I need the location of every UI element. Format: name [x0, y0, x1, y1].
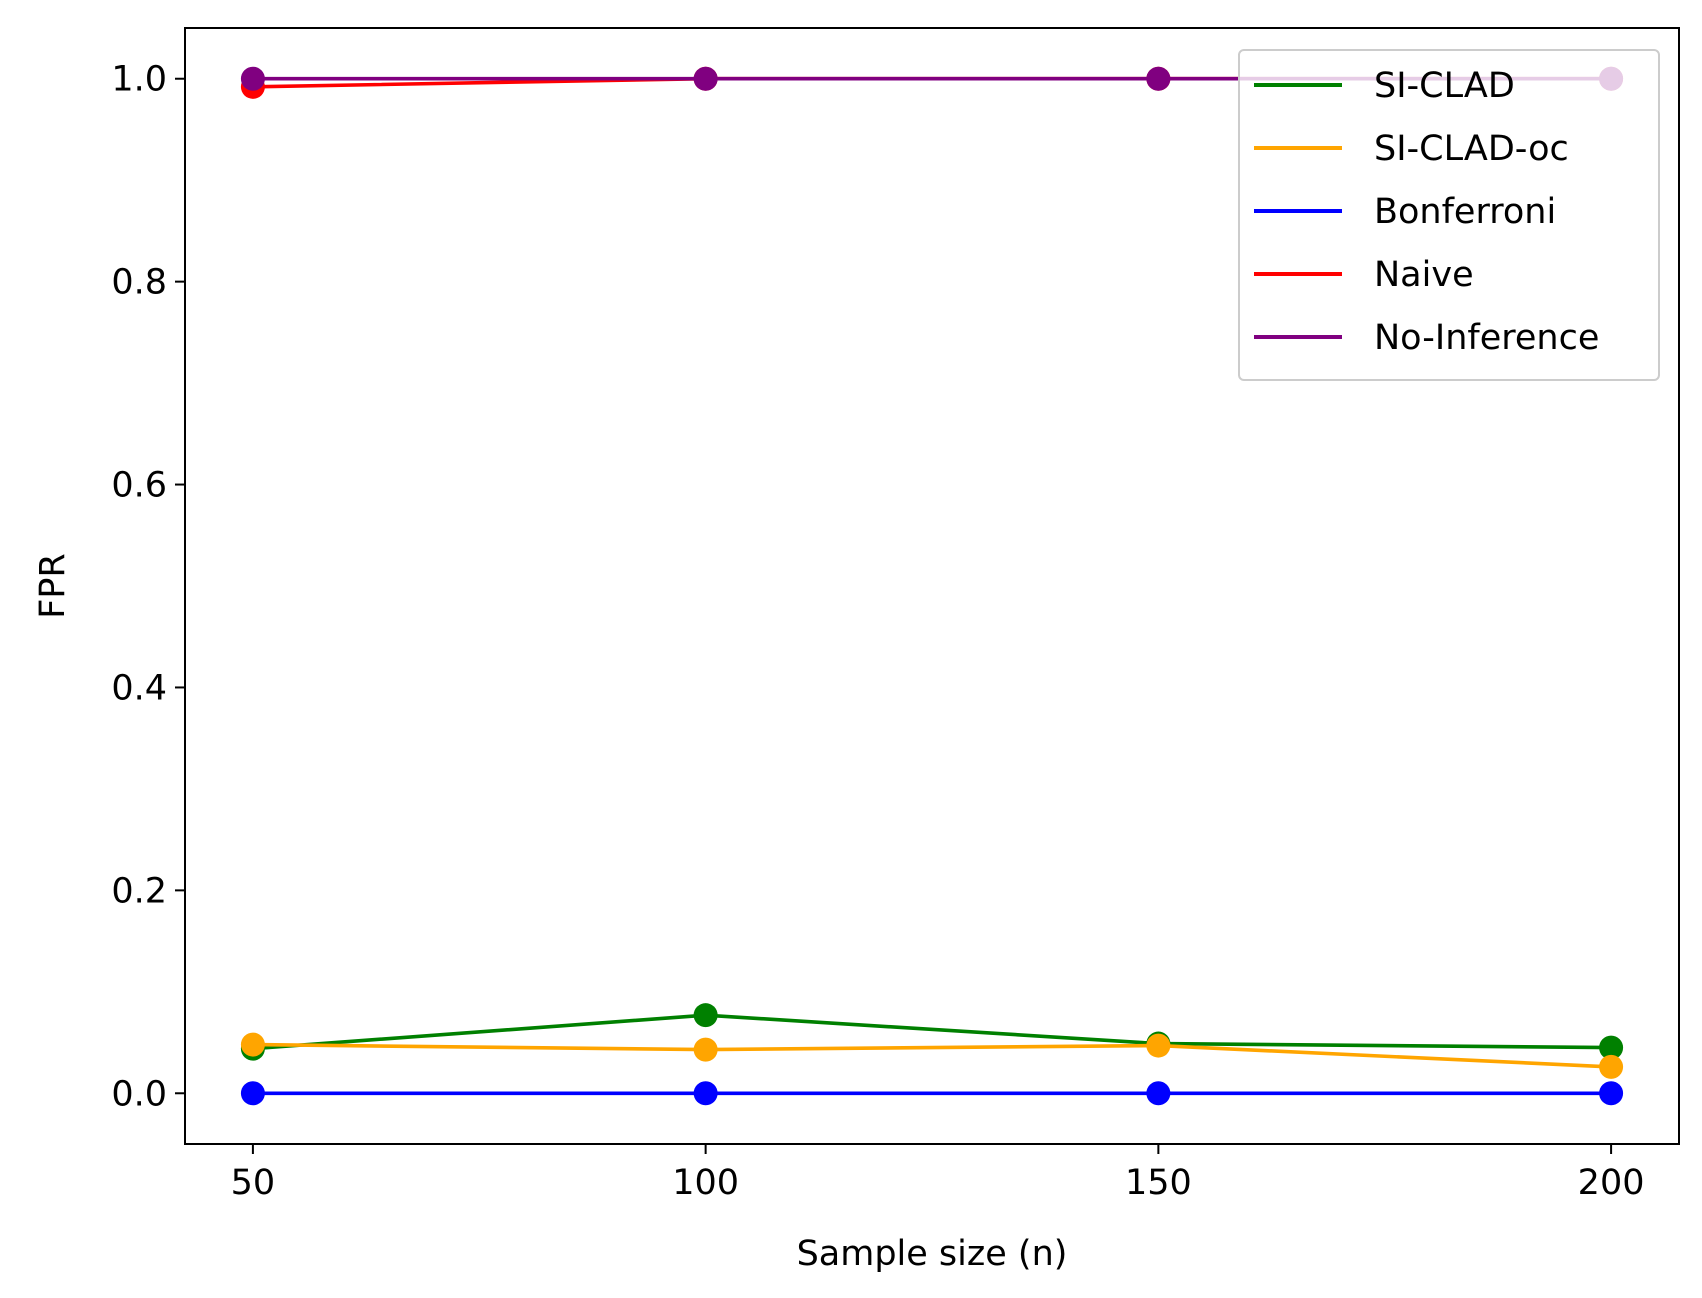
data-point	[1599, 1081, 1624, 1106]
y-tick-label: 0.8	[111, 263, 167, 303]
legend: SI-CLAD SI-CLAD-oc Bonferroni Naive No-Infer…	[1238, 49, 1660, 381]
data-point	[693, 1037, 718, 1062]
data-point	[240, 66, 265, 91]
data-point	[1599, 1035, 1624, 1060]
series-line	[252, 1013, 1612, 1051]
x-tick-label: 50	[231, 1163, 276, 1203]
data-point	[240, 1032, 265, 1057]
series-si-clad-oc	[240, 1032, 1624, 1079]
legend-label: SI-CLAD	[1374, 66, 1515, 106]
legend-label: Naive	[1374, 255, 1474, 295]
data-point	[693, 66, 718, 91]
legend-item: Naive	[1254, 255, 1474, 295]
data-point	[1146, 1033, 1171, 1058]
y-tick-label: 0.2	[111, 871, 167, 911]
y-tick-label: 0.0	[111, 1074, 167, 1114]
x-tick-label: 100	[672, 1163, 739, 1203]
data-point	[1146, 66, 1171, 91]
x-tick-label: 150	[1125, 1163, 1192, 1203]
x-tick-label: 200	[1578, 1163, 1645, 1203]
y-axis-label: FPR	[33, 553, 73, 619]
legend-item: Bonferroni	[1254, 192, 1556, 232]
plot-frame	[184, 27, 1680, 1145]
series-layer	[240, 66, 1624, 1106]
x-axis-label: Sample size (n)	[797, 1234, 1068, 1274]
data-point	[1146, 1081, 1171, 1106]
legend-item: SI-CLAD-oc	[1254, 129, 1569, 169]
legend-box	[1238, 49, 1660, 381]
legend-label: Bonferroni	[1374, 192, 1556, 232]
y-axis: 0.0 0.2 0.4 0.6 0.8 1.0	[111, 60, 185, 1114]
data-point	[240, 1081, 265, 1106]
legend-label: No-Inference	[1374, 318, 1599, 358]
data-point	[1599, 1054, 1624, 1079]
data-point	[693, 1003, 718, 1028]
legend-label: SI-CLAD-oc	[1374, 129, 1569, 169]
legend-item: No-Inference	[1254, 318, 1599, 358]
y-tick-label: 1.0	[111, 60, 167, 100]
series-bonferroni	[240, 1081, 1624, 1106]
data-point	[693, 1081, 718, 1106]
series-line	[252, 1042, 1612, 1069]
y-tick-label: 0.6	[111, 466, 167, 506]
legend-item: SI-CLAD	[1254, 66, 1515, 106]
x-axis: 50 100 150 200	[231, 1144, 1645, 1203]
y-tick-label: 0.4	[111, 668, 167, 708]
